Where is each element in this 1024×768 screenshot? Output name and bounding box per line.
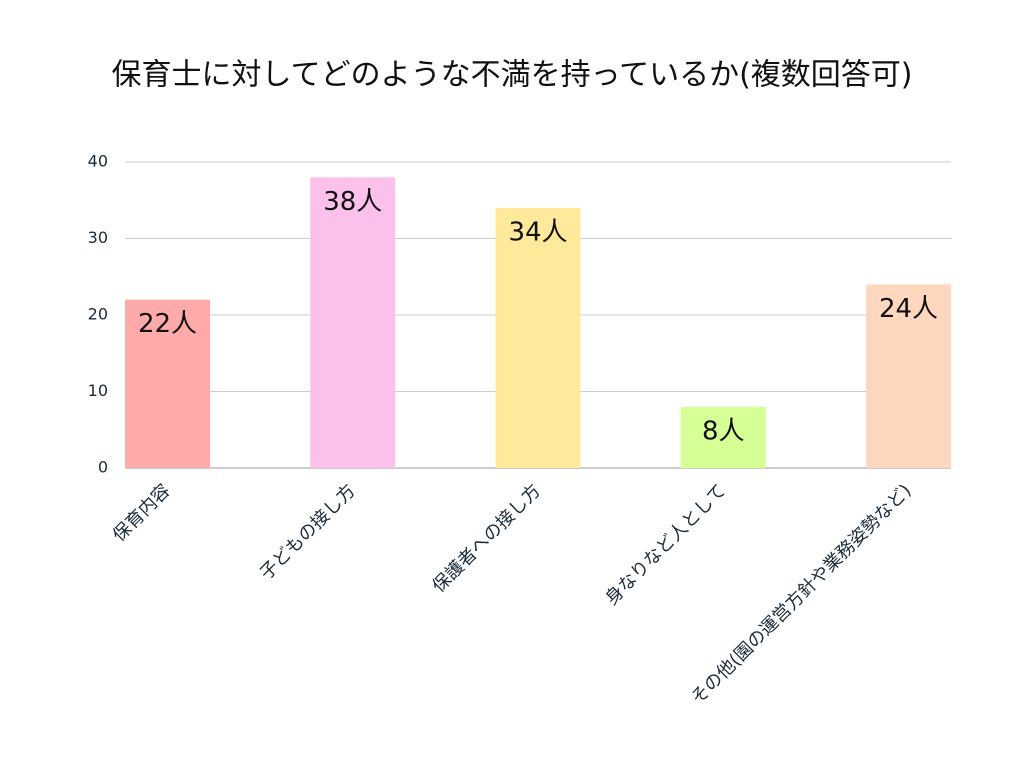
y-tick-label: 20 [88, 305, 108, 324]
bar [495, 207, 581, 468]
data-label: 38人 [323, 187, 382, 217]
chart-title: 保育士に対してどのような不満を持っているか(複数回答可) [111, 58, 912, 93]
bar [866, 284, 951, 468]
y-tick-label: 30 [88, 228, 108, 247]
bar [125, 299, 210, 468]
y-tick-label: 10 [88, 381, 108, 400]
data-label: 34人 [508, 217, 567, 247]
x-tick-label: その他(園の運営方針や業務姿勢など) [687, 480, 915, 708]
data-label: 22人 [138, 309, 197, 339]
y-tick-label: 0 [98, 458, 108, 477]
data-label: 8人 [702, 416, 745, 446]
bar [310, 177, 396, 469]
x-tick-label: 保護者への接し方 [428, 480, 545, 597]
bar [680, 406, 766, 468]
data-label: 24人 [879, 294, 938, 324]
x-tick-label: 保育内容 [109, 480, 175, 546]
x-tick-label: 身なりなど人として [601, 480, 730, 609]
y-tick-label: 40 [88, 152, 108, 171]
x-tick-label: 子どもの接し方 [256, 480, 360, 584]
